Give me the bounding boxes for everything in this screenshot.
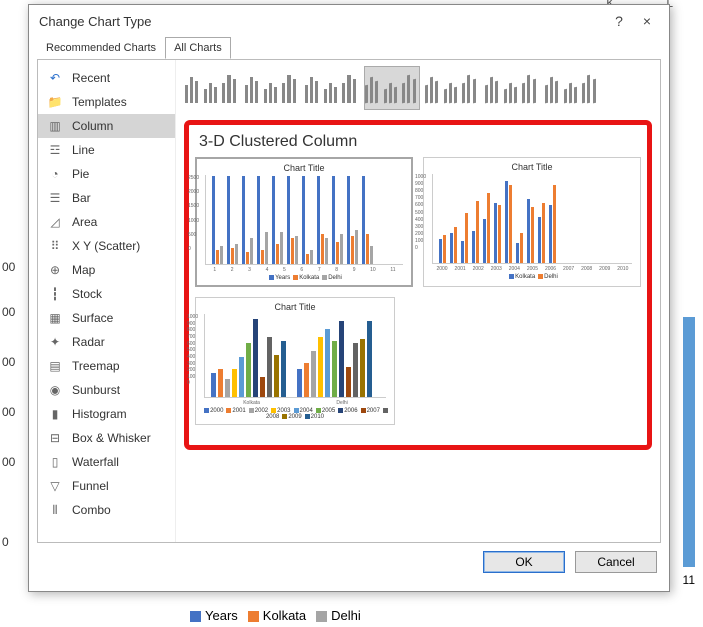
sidebar-item-label: Combo — [72, 503, 111, 517]
sidebar-item-label: Radar — [72, 335, 105, 349]
sidebar-item-label: Stock — [72, 287, 102, 301]
subtype-row — [184, 66, 652, 114]
dialog-title: Change Chart Type — [39, 14, 605, 29]
preview-title: Chart Title — [201, 163, 407, 173]
sidebar-item-recent[interactable]: ↶Recent — [38, 66, 175, 90]
dialog-titlebar: Change Chart Type ? × — [29, 5, 669, 35]
sidebar-item-label: Bar — [72, 191, 91, 205]
tab-all-charts[interactable]: All Charts — [165, 37, 231, 59]
sidebar-item-funnel[interactable]: ▽Funnel — [38, 474, 175, 498]
sidebar-item-column[interactable]: ▥Column — [38, 114, 175, 138]
chart-type-sidebar: ↶Recent📁Templates▥Column☲Line◔Pie☰Bar◿Ar… — [38, 60, 176, 542]
tab-recommended[interactable]: Recommended Charts — [37, 37, 165, 59]
sidebar-item-stock[interactable]: ┇Stock — [38, 282, 175, 306]
sidebar-item-surface[interactable]: ▦Surface — [38, 306, 175, 330]
dialog-main: ↶Recent📁Templates▥Column☲Line◔Pie☰Bar◿Ar… — [37, 59, 661, 543]
help-button[interactable]: ? — [605, 13, 633, 29]
sidebar-item-label: Histogram — [72, 407, 127, 421]
sidebar-item-treemap[interactable]: ▤Treemap — [38, 354, 175, 378]
sidebar-item-label: Templates — [72, 95, 127, 109]
close-button[interactable]: × — [633, 13, 661, 29]
sidebar-item-area[interactable]: ◿Area — [38, 210, 175, 234]
subtype-thumb-1[interactable] — [244, 66, 300, 110]
sidebar-item-label: X Y (Scatter) — [72, 239, 140, 253]
button-row: OK Cancel — [29, 551, 669, 579]
sidebar-item-sunburst[interactable]: ◉Sunburst — [38, 378, 175, 402]
subtype-thumb-6[interactable] — [544, 66, 600, 110]
highlighted-preview-area: 3-D Clustered Column Chart Title 2500200… — [184, 120, 652, 450]
subtype-thumb-2[interactable] — [304, 66, 360, 110]
sidebar-item-label: Waterfall — [72, 455, 119, 469]
sidebar-item-label: Map — [72, 263, 95, 277]
sidebar-item-map[interactable]: ⊕Map — [38, 258, 175, 282]
subtype-thumb-3[interactable] — [364, 66, 420, 110]
subtype-thumb-4[interactable] — [424, 66, 480, 110]
preview-title: Chart Title — [200, 302, 390, 312]
sidebar-item-combo[interactable]: ⫴Combo — [38, 498, 175, 522]
sidebar-item-bar[interactable]: ☰Bar — [38, 186, 175, 210]
sidebar-item-boxwhisker[interactable]: ⊟Box & Whisker — [38, 426, 175, 450]
sidebar-item-histogram[interactable]: ▮Histogram — [38, 402, 175, 426]
sidebar-item-radar[interactable]: ✦Radar — [38, 330, 175, 354]
ok-button[interactable]: OK — [483, 551, 565, 573]
sidebar-item-xyscatter[interactable]: ⠿X Y (Scatter) — [38, 234, 175, 258]
subtype-thumb-5[interactable] — [484, 66, 540, 110]
chart-preview-3[interactable]: Chart Title 1000900800700600500400300200… — [195, 297, 395, 425]
sidebar-item-label: Area — [72, 215, 97, 229]
sidebar-item-line[interactable]: ☲Line — [38, 138, 175, 162]
preview-title: Chart Title — [428, 162, 636, 172]
chart-preview-2[interactable]: Chart Title 1000900800700600500400300200… — [423, 157, 641, 287]
sidebar-item-label: Box & Whisker — [72, 431, 151, 445]
sidebar-item-label: Line — [72, 143, 95, 157]
sidebar-item-templates[interactable]: 📁Templates — [38, 90, 175, 114]
sidebar-item-label: Column — [72, 119, 113, 133]
cancel-button[interactable]: Cancel — [575, 551, 657, 573]
sidebar-item-label: Pie — [72, 167, 89, 181]
sidebar-item-pie[interactable]: ◔Pie — [38, 162, 175, 186]
sidebar-item-label: Recent — [72, 71, 110, 85]
sidebar-item-label: Sunburst — [72, 383, 120, 397]
chart-preview-1[interactable]: Chart Title 2500200015001000500012345678… — [195, 157, 413, 287]
section-title: 3-D Clustered Column — [199, 133, 641, 151]
subtype-thumb-0[interactable] — [184, 66, 240, 110]
sidebar-item-label: Funnel — [72, 479, 109, 493]
background-legend: YearsKolkataDelhi — [180, 608, 361, 623]
sidebar-item-label: Surface — [72, 311, 113, 325]
sidebar-item-waterfall[interactable]: ▯Waterfall — [38, 450, 175, 474]
change-chart-type-dialog: Change Chart Type ? × Recommended Charts… — [28, 4, 670, 592]
tab-row: Recommended Charts All Charts — [29, 35, 669, 59]
content-pane: 3-D Clustered Column Chart Title 2500200… — [176, 60, 660, 542]
sidebar-item-label: Treemap — [72, 359, 120, 373]
